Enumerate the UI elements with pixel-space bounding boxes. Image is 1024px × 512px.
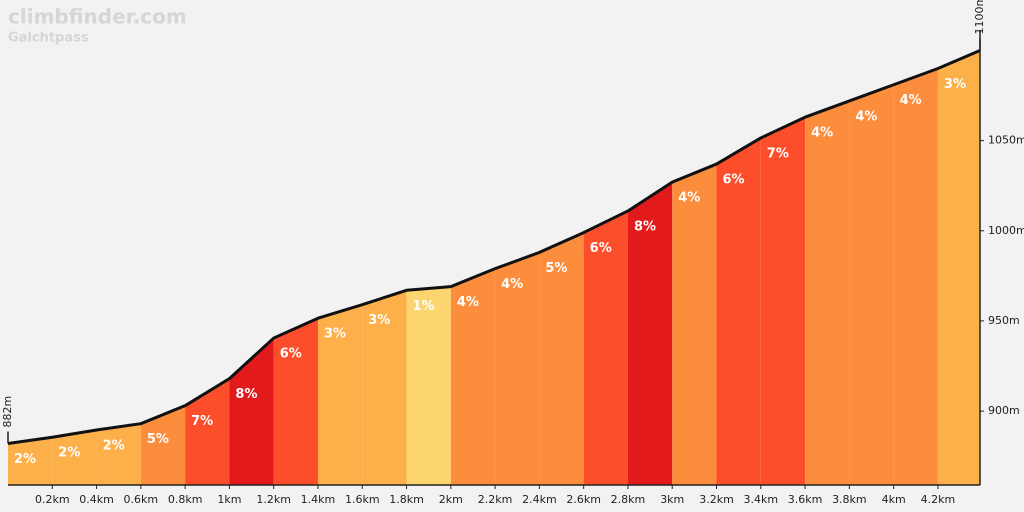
segment	[317, 304, 363, 485]
y-tick-label: 900m	[988, 404, 1020, 417]
y-tick-label: 1000m	[988, 224, 1024, 237]
gradient-label: 2%	[58, 446, 80, 461]
segment	[716, 137, 761, 486]
segment	[583, 210, 628, 486]
segment	[760, 117, 806, 486]
x-tick-label: 1km	[217, 493, 241, 506]
segment	[495, 252, 540, 485]
y-tick-label: 1050m	[988, 134, 1024, 147]
segment	[406, 286, 451, 485]
gradient-label: 8%	[634, 219, 656, 234]
x-tick-label: 4.2km	[921, 493, 956, 506]
profile-line	[7, 49, 981, 446]
gradient-label: 5%	[545, 261, 567, 276]
segment	[140, 405, 186, 485]
gradient-label: 2%	[103, 439, 125, 454]
gradient-label: 3%	[944, 77, 966, 92]
x-tick-label: 3.6km	[788, 493, 823, 506]
gradient-label: 5%	[147, 432, 169, 447]
segment	[185, 378, 230, 485]
segment	[8, 437, 53, 485]
segment	[450, 268, 496, 485]
gradient-label: 7%	[191, 414, 213, 429]
segment	[96, 423, 141, 485]
start-label: 882m	[1, 396, 14, 428]
x-tick-label: 1.6km	[345, 493, 380, 506]
x-tick-label: 2.4km	[522, 493, 557, 506]
x-tick-label: 0.8km	[168, 493, 203, 506]
gradient-label: 8%	[235, 387, 257, 402]
gradient-label: 6%	[723, 173, 745, 188]
x-tick-label: 0.2km	[35, 493, 70, 506]
segment	[893, 68, 938, 486]
gradient-label: 4%	[501, 277, 523, 292]
chart-title: climbfinder.com	[8, 5, 187, 29]
x-tick-label: 0.4km	[79, 493, 114, 506]
x-tick-label: 0.6km	[124, 493, 159, 506]
gradient-label: 6%	[590, 241, 612, 256]
x-tick-label: 2.2km	[478, 493, 513, 506]
x-tick-label: 3km	[660, 493, 684, 506]
gradient-label: 6%	[280, 347, 302, 362]
segment	[273, 318, 318, 485]
x-tick-label: 1.2km	[256, 493, 291, 506]
gradient-label: 4%	[855, 109, 877, 124]
gradient-label: 4%	[900, 93, 922, 108]
chart-subtitle: Galchtpass	[8, 31, 89, 46]
gradient-label: 3%	[368, 313, 390, 328]
gradient-label: 4%	[678, 191, 700, 206]
segment	[362, 290, 407, 485]
segment	[937, 50, 980, 485]
x-tick-label: 2km	[439, 493, 463, 506]
gradient-label: 2%	[14, 452, 36, 467]
segment	[805, 100, 850, 485]
segment	[627, 182, 673, 485]
segment	[539, 232, 584, 485]
end-label: 1100m	[973, 0, 986, 34]
x-tick-label: 1.4km	[301, 493, 336, 506]
gradient-label: 1%	[413, 299, 435, 314]
x-tick-label: 2.8km	[611, 493, 646, 506]
x-tick-label: 3.4km	[744, 493, 779, 506]
gradient-label: 7%	[767, 146, 789, 161]
gradient-label: 4%	[457, 295, 479, 310]
segment	[52, 430, 97, 485]
segment	[672, 164, 717, 486]
x-tick-label: 2.6km	[566, 493, 601, 506]
x-tick-label: 4km	[882, 493, 906, 506]
gradient-label: 4%	[811, 126, 833, 141]
x-tick-label: 3.8km	[832, 493, 867, 506]
y-tick-label: 950m	[988, 314, 1020, 327]
segment	[849, 84, 894, 485]
x-tick-label: 3.2km	[699, 493, 734, 506]
gradient-label: 3%	[324, 327, 346, 342]
x-tick-label: 1.8km	[389, 493, 424, 506]
segment	[229, 338, 274, 485]
